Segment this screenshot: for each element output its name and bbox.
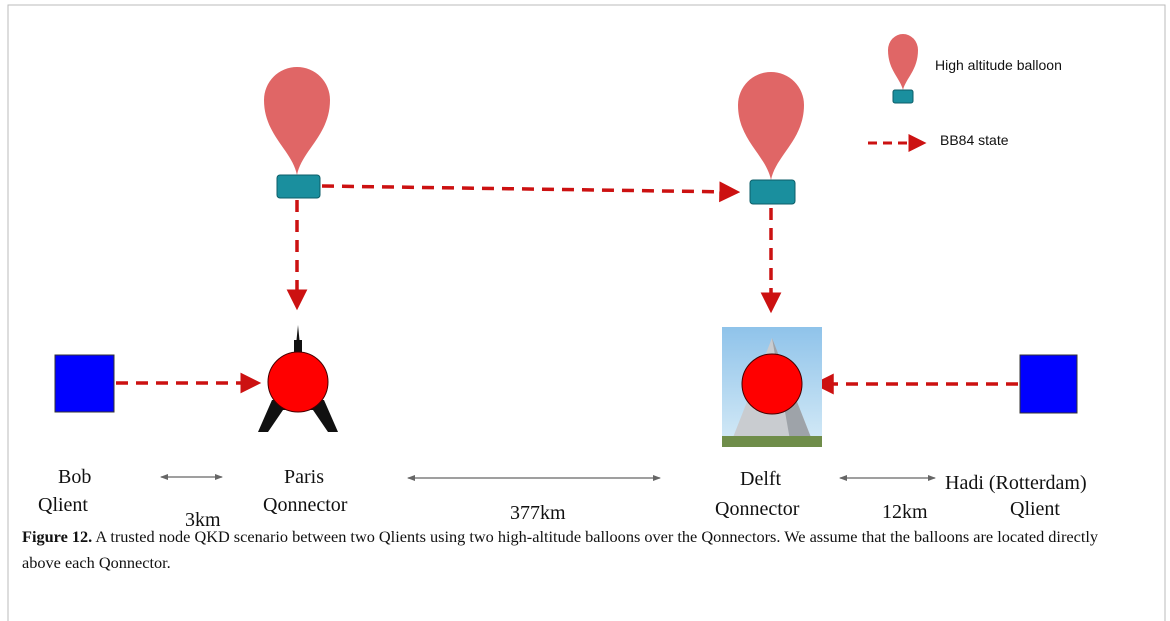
distance-arrows — [160, 474, 936, 481]
node-name: Delft — [740, 468, 782, 490]
caption-label: Figure 12. — [22, 527, 93, 546]
frame — [7, 4, 1166, 621]
caption-text: A trusted node QKD scenario between two … — [22, 527, 1099, 572]
qonnector — [267, 351, 329, 413]
legend-balloon — [888, 34, 918, 104]
node-role: Qonnector — [715, 498, 800, 520]
distance-label: 3km — [185, 509, 221, 531]
node-role: Qonnector — [263, 494, 348, 516]
qlient — [1019, 354, 1078, 414]
balloon — [738, 72, 804, 205]
arrow — [321, 181, 741, 203]
balloon — [264, 67, 330, 199]
eiffel-tower — [258, 325, 338, 432]
legend-label: BB84 state — [940, 132, 1009, 148]
node-name: Hadi (Rotterdam) — [945, 472, 1087, 494]
qonnector — [741, 353, 803, 415]
node-name: Bob — [58, 466, 91, 488]
bb84-links — [116, 181, 1018, 395]
distance-label: 377km — [510, 502, 566, 524]
legend-label: High altitude balloon — [935, 57, 1062, 73]
distance-label: 12km — [882, 501, 928, 523]
caption: Figure 12. A trusted node QKD scenario b… — [22, 524, 1137, 576]
node-name: Paris — [284, 466, 324, 488]
qlient — [54, 354, 115, 413]
node-role: Qlient — [1010, 498, 1060, 520]
node-role: Qlient — [38, 494, 88, 516]
